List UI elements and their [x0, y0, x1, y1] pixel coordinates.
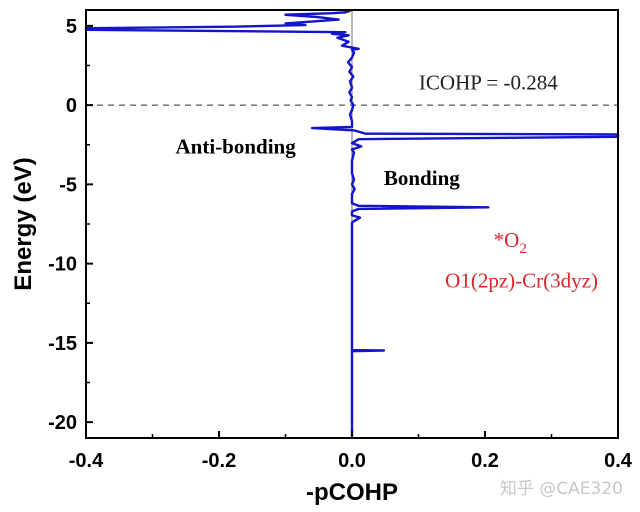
annotation-layer: ICOHP = -0.284 Anti-bonding Bonding *O2 …: [176, 70, 598, 292]
annotation-text: Anti-bonding: [176, 134, 297, 158]
annotation-bonding: Bonding: [384, 166, 460, 190]
annotation-orbital: O1(2pz)-Cr(3dyz): [445, 268, 598, 292]
watermark: 知乎 @CAE320: [500, 479, 623, 499]
annotation-icohp: ICOHP = -0.284: [419, 70, 558, 94]
y-tick-label: 0: [66, 95, 77, 117]
annotation-subscript: 2: [519, 241, 527, 257]
annotation-text: Bonding: [384, 166, 460, 190]
x-tick-label: 0.2: [471, 450, 499, 472]
y-tick-label: 5: [66, 16, 77, 38]
annotation-antibonding: Anti-bonding: [176, 134, 297, 158]
y-tick-label: -5: [59, 174, 77, 196]
x-tick-label: -0.4: [69, 450, 104, 472]
x-tick-label: -0.2: [202, 450, 236, 472]
annotation-text: *O: [494, 228, 520, 252]
annotation-text: O1(2pz)-Cr(3dyz): [445, 268, 598, 292]
annotation-species: *O2: [494, 228, 527, 257]
x-tick-label: 0.4: [604, 450, 633, 472]
y-axis-title: Energy (eV): [10, 157, 37, 290]
x-tick-label: 0.0: [338, 450, 366, 472]
x-axis-title: -pCOHP: [306, 479, 398, 506]
y-tick-label: -10: [48, 254, 77, 276]
annotation-text: ICOHP = -0.284: [419, 70, 558, 94]
y-tick-label: -20: [48, 412, 77, 434]
y-tick-label: -15: [48, 333, 77, 355]
